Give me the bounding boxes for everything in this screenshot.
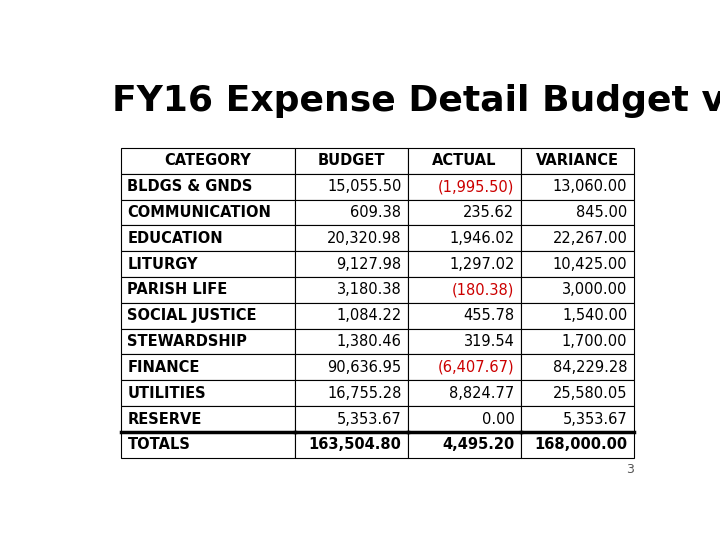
Text: ACTUAL: ACTUAL [433,153,497,168]
Text: VARIANCE: VARIANCE [536,153,619,168]
Text: 13,060.00: 13,060.00 [553,179,627,194]
Bar [295,174,408,200]
Bar [521,354,634,380]
Text: STEWARDSHIP: STEWARDSHIP [127,334,247,349]
Bar [408,200,521,225]
Bar [121,329,295,354]
Text: 609.38: 609.38 [351,205,402,220]
Text: 1,946.02: 1,946.02 [449,231,514,246]
Text: FINANCE: FINANCE [127,360,199,375]
Bar [121,354,295,380]
Bar [121,174,295,200]
Text: 3,180.38: 3,180.38 [337,282,402,298]
Bar [408,432,521,458]
Text: 3,000.00: 3,000.00 [562,282,627,298]
Bar [295,148,408,174]
Text: TOTALS: TOTALS [127,437,190,453]
Text: 845.00: 845.00 [576,205,627,220]
Text: 163,504.80: 163,504.80 [309,437,402,453]
Text: 84,229.28: 84,229.28 [553,360,627,375]
Bar [295,380,408,406]
Bar [295,225,408,251]
Text: 1,084.22: 1,084.22 [336,308,402,323]
Bar [121,432,295,458]
Text: 15,055.50: 15,055.50 [327,179,402,194]
Bar [408,406,521,432]
Text: 1,297.02: 1,297.02 [449,256,514,272]
Text: 5,353.67: 5,353.67 [562,411,627,427]
Text: 25,580.05: 25,580.05 [553,386,627,401]
Bar [521,329,634,354]
Text: 8,824.77: 8,824.77 [449,386,514,401]
Bar [121,277,295,303]
Bar [521,277,634,303]
Text: LITURGY: LITURGY [127,256,198,272]
Bar [408,354,521,380]
Bar [521,303,634,329]
Bar [295,329,408,354]
Text: 1,380.46: 1,380.46 [337,334,402,349]
Bar [295,251,408,277]
Bar [295,432,408,458]
Bar [408,251,521,277]
Bar [408,277,521,303]
Text: RESERVE: RESERVE [127,411,202,427]
Bar [408,380,521,406]
Text: 4,495.20: 4,495.20 [442,437,514,453]
Bar [521,251,634,277]
Bar [521,174,634,200]
Text: 3: 3 [626,463,634,476]
Text: 22,267.00: 22,267.00 [552,231,627,246]
Text: 20,320.98: 20,320.98 [327,231,402,246]
Bar [121,148,295,174]
Text: BUDGET: BUDGET [318,153,385,168]
Bar [121,251,295,277]
Text: 16,755.28: 16,755.28 [327,386,402,401]
Bar [408,225,521,251]
Bar [408,174,521,200]
Bar [521,380,634,406]
Text: 235.62: 235.62 [463,205,514,220]
Text: CATEGORY: CATEGORY [165,153,251,168]
Bar [121,303,295,329]
Text: 9,127.98: 9,127.98 [336,256,402,272]
Text: (1,995.50): (1,995.50) [438,179,514,194]
Text: 0.00: 0.00 [482,411,514,427]
Text: UTILITIES: UTILITIES [127,386,206,401]
Text: 168,000.00: 168,000.00 [534,437,627,453]
Bar [521,225,634,251]
Text: 319.54: 319.54 [464,334,514,349]
Text: (6,407.67): (6,407.67) [438,360,514,375]
Text: PARISH LIFE: PARISH LIFE [127,282,228,298]
Text: 90,636.95: 90,636.95 [328,360,402,375]
Text: (180.38): (180.38) [452,282,514,298]
Text: 10,425.00: 10,425.00 [553,256,627,272]
Text: EDUCATION: EDUCATION [127,231,223,246]
Text: 1,700.00: 1,700.00 [562,334,627,349]
Bar [295,303,408,329]
Bar [121,380,295,406]
Bar [521,148,634,174]
Bar [295,200,408,225]
Text: COMMUNICATION: COMMUNICATION [127,205,271,220]
Text: 5,353.67: 5,353.67 [337,411,402,427]
Text: 455.78: 455.78 [463,308,514,323]
Text: 1,540.00: 1,540.00 [562,308,627,323]
Bar [295,406,408,432]
Bar [408,329,521,354]
Text: BLDGS & GNDS: BLDGS & GNDS [127,179,253,194]
Bar [121,225,295,251]
Bar [121,406,295,432]
Text: FY16 Expense Detail Budget vs Actual: FY16 Expense Detail Budget vs Actual [112,84,720,118]
Bar [295,354,408,380]
Text: SOCIAL JUSTICE: SOCIAL JUSTICE [127,308,257,323]
Bar [521,406,634,432]
Bar [408,148,521,174]
Bar [521,200,634,225]
Bar [121,200,295,225]
Bar [521,432,634,458]
Bar [295,277,408,303]
Bar [408,303,521,329]
